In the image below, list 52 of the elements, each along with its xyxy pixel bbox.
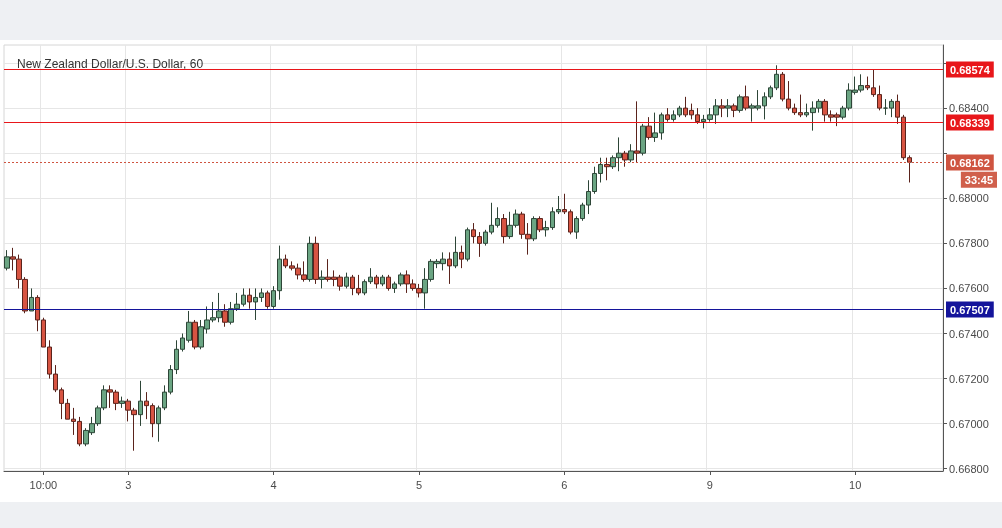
candlestick bbox=[731, 103, 737, 118]
y-tick-label: 0.67600 bbox=[949, 282, 989, 295]
candlestick bbox=[743, 85, 749, 111]
candlestick bbox=[247, 287, 252, 310]
candlestick bbox=[192, 319, 198, 350]
candlestick bbox=[719, 98, 725, 118]
text: New Zealand Dollar/U.S. Dollar, 60 bbox=[17, 57, 204, 71]
candlestick bbox=[4, 249, 10, 271]
candlestick bbox=[138, 380, 143, 427]
candlestick bbox=[537, 215, 543, 233]
candlestick bbox=[374, 274, 379, 289]
x-tick-label: 10:00 bbox=[29, 478, 58, 491]
ref-line-label: 0.68162 bbox=[950, 156, 990, 169]
candlestick bbox=[465, 227, 470, 262]
candlestick bbox=[319, 269, 325, 289]
candlestick bbox=[725, 98, 731, 118]
candlestick bbox=[222, 303, 228, 328]
candlestick bbox=[265, 290, 270, 310]
candlestick bbox=[307, 236, 313, 283]
x-tick-label: 9 bbox=[706, 478, 713, 491]
y-tick-label: 0.67200 bbox=[949, 372, 989, 385]
y-tick-label: 0.66800 bbox=[949, 462, 989, 475]
ref-line-label: 0.67507 bbox=[950, 303, 990, 316]
x-tick-label: 6 bbox=[561, 478, 568, 491]
candlestick bbox=[119, 396, 125, 409]
candlestick bbox=[501, 213, 507, 244]
y-tick-label: 0.68400 bbox=[949, 102, 989, 115]
text: 33:45 bbox=[964, 173, 993, 186]
candlestick bbox=[646, 116, 652, 141]
x-tick-label: 10 bbox=[849, 478, 862, 491]
candlestick bbox=[640, 123, 646, 156]
y-tick-label: 0.67800 bbox=[949, 237, 989, 250]
y-tick-label: 0.67400 bbox=[949, 327, 989, 340]
candlestick bbox=[628, 143, 634, 163]
candlestick bbox=[313, 236, 319, 285]
y-tick-label: 0.68000 bbox=[949, 192, 989, 205]
x-tick-label: 3 bbox=[125, 478, 132, 491]
x-tick-label: 4 bbox=[270, 478, 277, 491]
candlestick bbox=[380, 274, 385, 287]
x-tick-label: 5 bbox=[415, 478, 423, 491]
candlestick bbox=[531, 215, 537, 242]
ref-line-label: 0.68339 bbox=[950, 116, 990, 129]
y-tick-label: 0.67000 bbox=[949, 417, 989, 430]
candlestick bbox=[29, 287, 34, 312]
candlestick bbox=[665, 107, 670, 123]
candlestick bbox=[453, 236, 458, 269]
candlestick bbox=[459, 245, 464, 269]
candlestick bbox=[447, 251, 452, 285]
candlestick bbox=[386, 274, 391, 292]
candlestick bbox=[344, 272, 349, 289]
candlestick bbox=[737, 94, 743, 114]
ref-line-label: 0.68574 bbox=[950, 63, 991, 76]
